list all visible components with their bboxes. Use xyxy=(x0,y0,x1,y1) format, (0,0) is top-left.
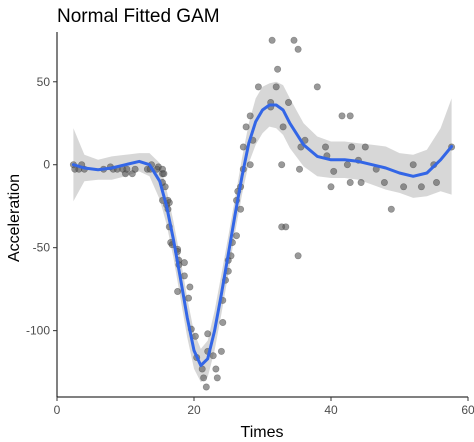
data-point xyxy=(417,183,425,191)
y-tick-label: 0 xyxy=(43,158,50,172)
data-point xyxy=(160,170,168,178)
data-point xyxy=(217,347,225,355)
data-point xyxy=(348,143,356,151)
x-tick-label: 60 xyxy=(461,403,474,417)
data-point xyxy=(212,365,220,373)
data-point xyxy=(268,36,276,44)
confidence-band-layer xyxy=(73,81,452,383)
data-point xyxy=(284,99,292,107)
data-point xyxy=(295,165,303,173)
smooth-line xyxy=(71,103,454,367)
data-point xyxy=(432,179,440,187)
confidence-band xyxy=(73,81,452,383)
x-tick-label: 40 xyxy=(324,403,338,417)
data-point xyxy=(239,143,247,151)
data-point xyxy=(290,36,298,44)
data-point xyxy=(185,294,193,302)
data-point xyxy=(294,45,302,53)
data-point xyxy=(186,283,194,291)
x-tick-label: 0 xyxy=(54,403,61,417)
data-point xyxy=(219,318,227,326)
data-point xyxy=(279,123,287,131)
data-point xyxy=(180,272,188,280)
data-point xyxy=(327,183,335,191)
axes-layer: 0 20 40 60 50 0 -50 -100 xyxy=(26,32,474,417)
data-point xyxy=(242,123,250,131)
data-point xyxy=(313,83,321,91)
data-point xyxy=(400,183,408,191)
data-point xyxy=(409,161,417,169)
data-point xyxy=(254,83,262,91)
smooth-line-layer xyxy=(71,103,454,367)
data-point xyxy=(282,223,290,231)
y-tick-label: -50 xyxy=(33,241,51,255)
chart-title: Normal Fitted GAM xyxy=(57,6,220,27)
data-point xyxy=(321,143,329,151)
data-point xyxy=(346,112,354,120)
data-point xyxy=(274,65,282,73)
x-axis-title: Times xyxy=(241,424,284,441)
data-point xyxy=(200,374,208,382)
data-point xyxy=(213,374,221,382)
data-point xyxy=(338,112,346,120)
data-point xyxy=(233,232,241,240)
data-point xyxy=(246,161,254,169)
data-point xyxy=(343,161,351,169)
y-tick-label: -100 xyxy=(26,324,50,338)
data-point xyxy=(361,143,369,151)
data-point xyxy=(180,259,188,267)
data-point xyxy=(246,112,254,120)
data-point xyxy=(237,205,245,213)
data-point xyxy=(387,205,395,213)
data-point xyxy=(123,165,131,173)
y-axis-title: Acceleration xyxy=(6,174,23,262)
y-tick-label: 50 xyxy=(37,75,51,89)
data-point xyxy=(380,179,388,187)
data-point xyxy=(330,167,338,175)
data-point xyxy=(204,330,212,338)
x-tick-label: 20 xyxy=(187,403,201,417)
data-point xyxy=(272,83,280,91)
data-point xyxy=(357,179,365,187)
data-point xyxy=(131,165,139,173)
data-point xyxy=(278,161,286,169)
data-point xyxy=(209,352,217,360)
data-point xyxy=(294,252,302,260)
data-point xyxy=(346,179,354,187)
data-point xyxy=(191,332,199,340)
data-point xyxy=(202,383,210,391)
data-point xyxy=(174,287,182,295)
data-point xyxy=(198,365,206,373)
